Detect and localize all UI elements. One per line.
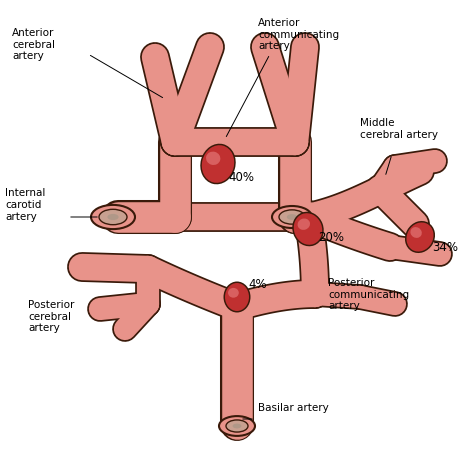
Ellipse shape <box>99 210 127 225</box>
Text: 34%: 34% <box>432 241 458 254</box>
Ellipse shape <box>108 214 118 221</box>
Ellipse shape <box>407 223 434 252</box>
Text: Anterior
communicating
artery: Anterior communicating artery <box>258 18 339 51</box>
Ellipse shape <box>298 219 310 230</box>
Ellipse shape <box>233 423 241 428</box>
Ellipse shape <box>224 282 250 313</box>
Ellipse shape <box>279 210 305 225</box>
Text: 40%: 40% <box>228 171 254 184</box>
Ellipse shape <box>219 416 255 436</box>
Ellipse shape <box>225 283 249 311</box>
Ellipse shape <box>201 144 236 185</box>
Ellipse shape <box>410 228 422 239</box>
Ellipse shape <box>405 221 435 253</box>
Ellipse shape <box>287 215 297 221</box>
Text: 4%: 4% <box>248 278 266 291</box>
Text: Posterior
cerebral
artery: Posterior cerebral artery <box>28 299 74 332</box>
Text: Anterior
cerebral
artery: Anterior cerebral artery <box>12 28 55 61</box>
Ellipse shape <box>91 206 135 230</box>
Text: Middle
cerebral artery: Middle cerebral artery <box>360 118 438 139</box>
Text: Internal
carotid
artery: Internal carotid artery <box>5 188 46 221</box>
Ellipse shape <box>272 207 312 229</box>
Text: Basilar artery: Basilar artery <box>258 402 329 412</box>
Ellipse shape <box>294 214 322 245</box>
Ellipse shape <box>226 420 248 432</box>
Ellipse shape <box>292 212 324 247</box>
Text: Posterior
communicating
artery: Posterior communicating artery <box>328 277 409 310</box>
Ellipse shape <box>228 288 239 298</box>
Text: 20%: 20% <box>318 231 344 244</box>
Ellipse shape <box>202 146 234 184</box>
Ellipse shape <box>206 152 220 166</box>
